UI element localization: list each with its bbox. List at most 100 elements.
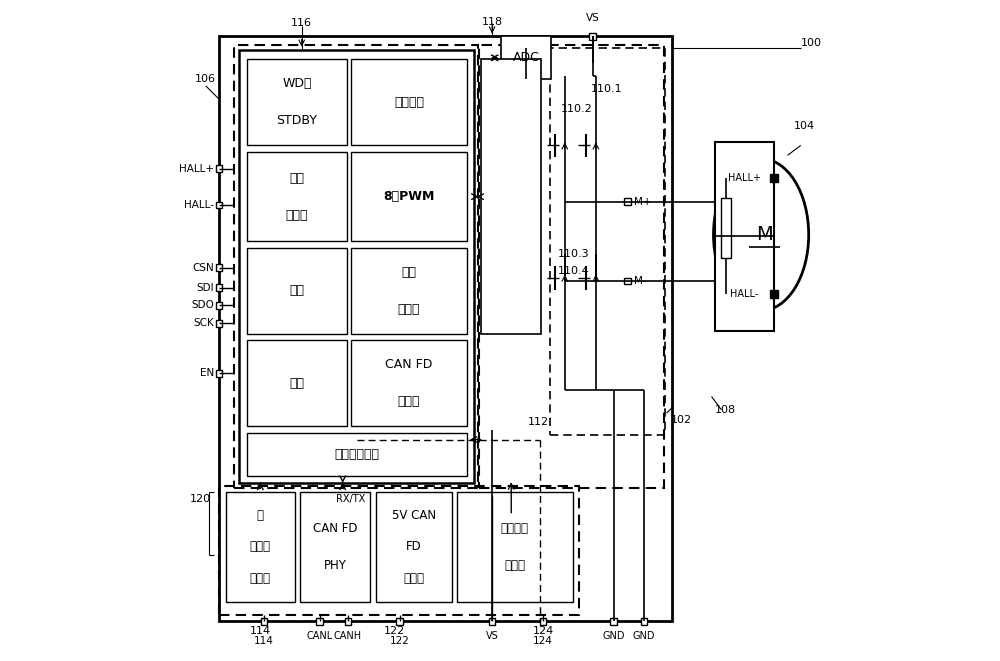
- Text: 处理器: 处理器: [398, 395, 420, 408]
- Text: 5V CAN: 5V CAN: [392, 509, 436, 522]
- Text: HALL-: HALL-: [730, 289, 759, 299]
- Text: 存储器: 存储器: [250, 572, 271, 585]
- Text: 110.1: 110.1: [591, 84, 623, 95]
- Text: 易失性: 易失性: [250, 541, 271, 553]
- Text: 调节器: 调节器: [403, 572, 424, 585]
- Text: 计数器: 计数器: [286, 209, 308, 221]
- Bar: [550, 48, 665, 435]
- Text: 114: 114: [249, 626, 271, 637]
- Text: 116: 116: [291, 18, 312, 28]
- FancyBboxPatch shape: [351, 248, 467, 334]
- Bar: [216, 284, 222, 291]
- FancyBboxPatch shape: [219, 36, 672, 621]
- Bar: [624, 198, 631, 205]
- Text: 110.4: 110.4: [558, 266, 590, 276]
- FancyBboxPatch shape: [239, 50, 474, 483]
- Bar: [261, 618, 267, 625]
- FancyBboxPatch shape: [481, 59, 541, 334]
- FancyBboxPatch shape: [721, 198, 731, 258]
- Bar: [234, 45, 478, 488]
- Bar: [216, 302, 222, 309]
- Text: CANH: CANH: [334, 631, 362, 641]
- Text: CANL: CANL: [306, 631, 333, 641]
- FancyBboxPatch shape: [247, 433, 467, 476]
- Text: SDO: SDO: [192, 300, 214, 311]
- Bar: [396, 618, 403, 625]
- FancyBboxPatch shape: [226, 492, 295, 602]
- Bar: [216, 264, 222, 271]
- Text: 122: 122: [390, 636, 409, 646]
- Bar: [216, 165, 222, 172]
- Text: 诊断: 诊断: [290, 377, 305, 390]
- FancyBboxPatch shape: [351, 340, 467, 426]
- Bar: [216, 370, 222, 377]
- Text: HALL+: HALL+: [728, 173, 761, 184]
- FancyBboxPatch shape: [300, 492, 370, 602]
- Text: CAN FD: CAN FD: [385, 358, 433, 371]
- Bar: [479, 45, 664, 488]
- Text: 102: 102: [671, 414, 692, 425]
- Text: 100: 100: [801, 38, 822, 48]
- Text: CSN: CSN: [193, 262, 214, 273]
- Text: FD: FD: [406, 541, 422, 553]
- Text: STDBY: STDBY: [277, 114, 318, 128]
- Bar: [641, 618, 647, 625]
- Text: HALL+: HALL+: [179, 163, 214, 174]
- Text: 霍尔: 霍尔: [290, 172, 305, 184]
- Text: M+: M+: [634, 196, 652, 207]
- Text: PHY: PHY: [324, 559, 347, 572]
- Bar: [624, 278, 631, 284]
- Bar: [345, 618, 351, 625]
- Text: 108: 108: [715, 405, 736, 415]
- Text: GND: GND: [602, 631, 625, 641]
- Text: M: M: [756, 225, 773, 244]
- Text: ADC: ADC: [513, 52, 540, 64]
- Text: 110.2: 110.2: [561, 104, 593, 114]
- FancyBboxPatch shape: [351, 152, 467, 241]
- Text: VS: VS: [586, 13, 599, 23]
- Text: GND: GND: [633, 631, 655, 641]
- Text: EN: EN: [200, 368, 214, 379]
- FancyBboxPatch shape: [501, 36, 551, 79]
- FancyBboxPatch shape: [247, 152, 347, 241]
- FancyBboxPatch shape: [351, 59, 467, 145]
- Bar: [216, 320, 222, 327]
- Text: 非: 非: [257, 509, 264, 522]
- Text: WD和: WD和: [282, 77, 312, 91]
- Text: 124: 124: [533, 636, 553, 646]
- Text: 104: 104: [794, 120, 815, 131]
- Bar: [316, 618, 323, 625]
- Text: 120: 120: [189, 494, 210, 504]
- Text: 8乍PWM: 8乍PWM: [383, 190, 435, 203]
- Text: 电流: 电流: [402, 266, 417, 279]
- Bar: [589, 33, 596, 40]
- Bar: [216, 202, 222, 208]
- Text: 118: 118: [482, 17, 503, 27]
- Text: 定位: 定位: [290, 284, 305, 297]
- Text: 112: 112: [528, 416, 549, 427]
- Text: SCK: SCK: [194, 318, 214, 329]
- FancyBboxPatch shape: [247, 340, 347, 426]
- Text: 故障安全: 故障安全: [394, 96, 424, 109]
- Bar: [489, 618, 495, 625]
- Text: 逻辑电源: 逻辑电源: [501, 522, 529, 535]
- Text: SDI: SDI: [197, 282, 214, 293]
- FancyBboxPatch shape: [247, 248, 347, 334]
- Text: 110.3: 110.3: [558, 249, 590, 260]
- Text: M-: M-: [634, 276, 647, 286]
- Bar: [540, 618, 546, 625]
- Bar: [219, 486, 579, 615]
- Text: 114: 114: [254, 636, 274, 646]
- Text: HALL-: HALL-: [184, 200, 214, 210]
- Text: 监测器: 监测器: [398, 303, 420, 316]
- Text: 逻辑和寄存器: 逻辑和寄存器: [335, 448, 380, 461]
- FancyBboxPatch shape: [715, 142, 774, 330]
- Bar: [610, 618, 617, 625]
- Text: VS: VS: [486, 631, 498, 641]
- Text: 106: 106: [195, 74, 216, 85]
- Text: 调节器: 调节器: [504, 559, 525, 572]
- Text: 122: 122: [384, 626, 405, 637]
- Text: 124: 124: [532, 626, 554, 637]
- FancyBboxPatch shape: [376, 492, 452, 602]
- Text: RX/TX: RX/TX: [336, 494, 365, 504]
